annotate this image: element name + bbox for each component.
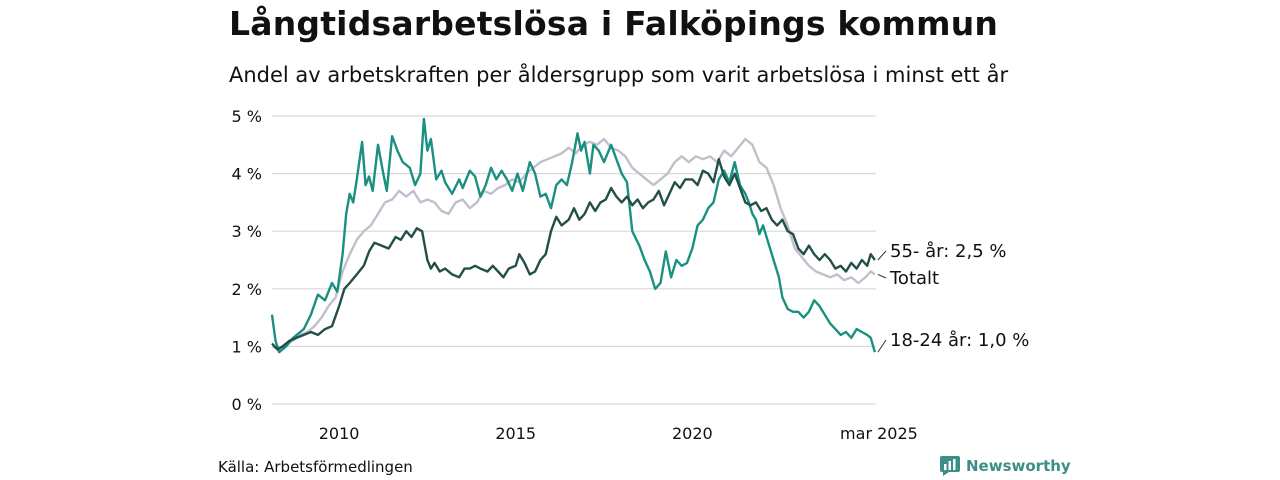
source-note: Källa: Arbetsförmedlingen [218,458,413,476]
y-tick-label: 3 % [232,222,262,241]
end-label-connector [877,273,887,279]
series-lines [270,117,877,354]
brand[interactable]: Newsworthy [940,456,1071,476]
end-label-young: 18-24 år: 1,0 % [890,330,1029,351]
series-line-total [271,137,876,351]
y-tick-label: 5 % [232,107,262,126]
end-label-connector [877,339,887,353]
x-tick-label: 2015 [495,424,536,443]
y-tick-label: 4 % [232,165,262,184]
chart-title: Långtidsarbetslösa i Falköpings kommun [229,4,999,43]
chart-subtitle: Andel av arbetskraften per åldersgrupp s… [229,63,1009,87]
x-axis: 2010 2015 2020 mar 2025 [319,424,918,443]
y-tick-label: 2 % [232,280,262,299]
x-tick-label: 2010 [319,424,360,443]
end-label-old: 55- år: 2,5 % [890,241,1006,262]
newsworthy-logo-icon [940,456,960,476]
series-line-young [270,117,877,354]
series-line-old [271,158,876,351]
y-tick-label: 0 % [232,395,262,414]
end-label-connector [877,250,887,261]
x-tick-label: mar 2025 [840,424,918,443]
grid [272,115,876,405]
end-labels: 18-24 år: 1,0 % 55- år: 2,5 % Totalt [877,241,1029,353]
y-axis: 0 % 1 % 2 % 3 % 4 % 5 % [232,107,262,414]
brand-name: Newsworthy [966,457,1071,475]
end-label-total: Totalt [889,268,939,289]
x-tick-label: 2020 [672,424,713,443]
y-tick-label: 1 % [232,337,262,356]
